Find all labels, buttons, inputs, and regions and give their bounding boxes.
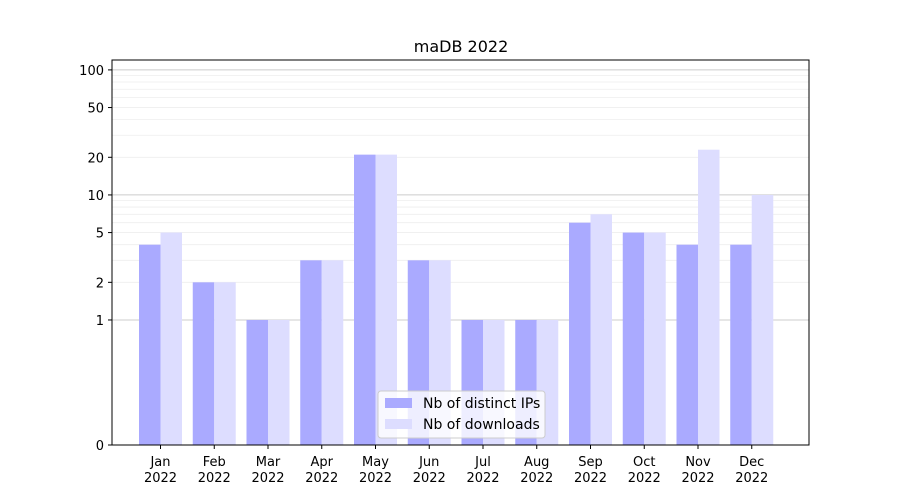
bar-series-2-mar xyxy=(268,319,290,445)
legend-swatch-series-2 xyxy=(385,419,412,429)
bar-series-1-feb xyxy=(192,282,215,445)
legend-label-series-2: Nb of downloads xyxy=(423,417,540,433)
x-tick-label-year: 2022 xyxy=(305,471,338,486)
bar-series-2-dec xyxy=(751,194,774,445)
x-tick-label-year: 2022 xyxy=(574,471,607,486)
y-axis-ticks: 0 1 2 5 10 20 50 100 xyxy=(79,64,112,454)
y-tick-label: 1 xyxy=(96,314,104,329)
x-tick-label-year: 2022 xyxy=(144,471,177,486)
x-tick-label-month: May xyxy=(362,455,389,470)
grid-lines xyxy=(112,69,809,446)
x-tick-label-month: Jan xyxy=(149,455,170,470)
bar-series-2-apr xyxy=(321,260,344,445)
legend-swatch-series-1 xyxy=(385,398,412,408)
y-tick-label: 20 xyxy=(87,151,104,166)
bar-series-1-apr xyxy=(300,260,322,445)
x-tick-label-year: 2022 xyxy=(735,471,768,486)
x-axis-ticks: Jan2022Feb2022Mar2022Apr2022May2022Jun20… xyxy=(144,445,768,486)
bar-series-1-oct xyxy=(622,232,645,445)
plot-frame xyxy=(111,59,810,446)
bar-series-1-jan xyxy=(139,244,161,445)
y-tick-label: 50 xyxy=(87,102,104,117)
x-tick-label-year: 2022 xyxy=(681,471,714,486)
x-tick-label-year: 2022 xyxy=(198,471,231,486)
y-tick-label: 100 xyxy=(79,64,104,79)
chart-title: maDB 2022 xyxy=(414,37,509,56)
bar-series-2-sep xyxy=(590,214,612,445)
x-tick-label-month: Nov xyxy=(685,455,711,470)
bars xyxy=(139,149,774,446)
x-tick-label-month: Dec xyxy=(739,455,764,470)
legend-label-series-1: Nb of distinct IPs xyxy=(423,396,540,412)
y-tick-label: 0 xyxy=(96,439,104,454)
x-tick-label-month: Oct xyxy=(633,455,655,470)
bar-series-1-mar xyxy=(246,319,268,445)
y-tick-label: 10 xyxy=(87,189,104,204)
bar-series-2-may xyxy=(375,154,397,446)
x-tick-label-month: Feb xyxy=(203,455,226,470)
x-tick-label-year: 2022 xyxy=(520,471,553,486)
bar-series-1-sep xyxy=(569,222,591,445)
x-tick-label-year: 2022 xyxy=(413,471,446,486)
x-tick-label-month: Aug xyxy=(524,455,549,470)
bar-series-1-may xyxy=(354,154,376,446)
bar-series-2-feb xyxy=(214,282,236,445)
y-tick-label: 5 xyxy=(96,227,104,242)
x-tick-label-month: Mar xyxy=(256,455,281,470)
legend-box xyxy=(377,390,546,439)
legend: Nb of distinct IPs Nb of downloads xyxy=(377,390,546,439)
x-tick-label-month: Jul xyxy=(474,455,491,470)
x-tick-label-year: 2022 xyxy=(359,471,392,486)
x-tick-label-year: 2022 xyxy=(251,471,284,486)
y-tick-label: 2 xyxy=(96,276,104,291)
x-tick-label-month: Sep xyxy=(578,455,603,470)
x-tick-label-year: 2022 xyxy=(628,471,661,486)
x-tick-label-month: Apr xyxy=(311,455,334,470)
bar-series-1-dec xyxy=(730,244,752,445)
x-tick-label-month: Jun xyxy=(418,455,439,470)
bar-series-2-jan xyxy=(160,232,182,445)
x-tick-label-year: 2022 xyxy=(466,471,499,486)
bar-series-2-nov xyxy=(698,149,720,446)
bar-series-1-nov xyxy=(676,244,698,445)
bar-series-2-oct xyxy=(644,232,666,445)
